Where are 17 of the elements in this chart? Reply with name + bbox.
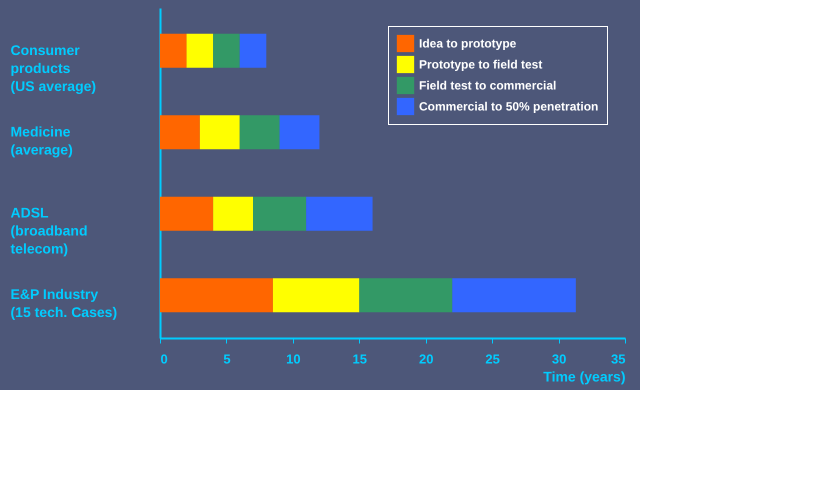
x-axis-title: Time (years) (543, 368, 626, 384)
y-tick-label: ADSL (broadband telecom) (10, 204, 88, 257)
x-tick-label: 20 (418, 352, 434, 366)
x-tick-label: 25 (485, 352, 500, 366)
y-tick-label: E&P Industry (15 tech. Cases) (10, 286, 118, 320)
y-tick-label: Consumer products (US average) (10, 42, 96, 94)
legend-label: Idea to prototype (419, 36, 517, 50)
x-tick-label: 30 (552, 352, 566, 366)
legend-label: Prototype to field test (419, 58, 542, 72)
x-tick-label: 0 (160, 352, 168, 366)
legend-label: Field test to commercial (419, 78, 556, 92)
x-tick-label: 35 (611, 352, 626, 366)
y-tick-label: Medicine (average) (10, 123, 73, 158)
x-tick-label: 10 (286, 352, 301, 366)
legend-label: Commercial to 50% penetration (419, 100, 598, 114)
x-tick-label: 15 (352, 352, 368, 366)
x-tick-label: 5 (223, 352, 231, 366)
